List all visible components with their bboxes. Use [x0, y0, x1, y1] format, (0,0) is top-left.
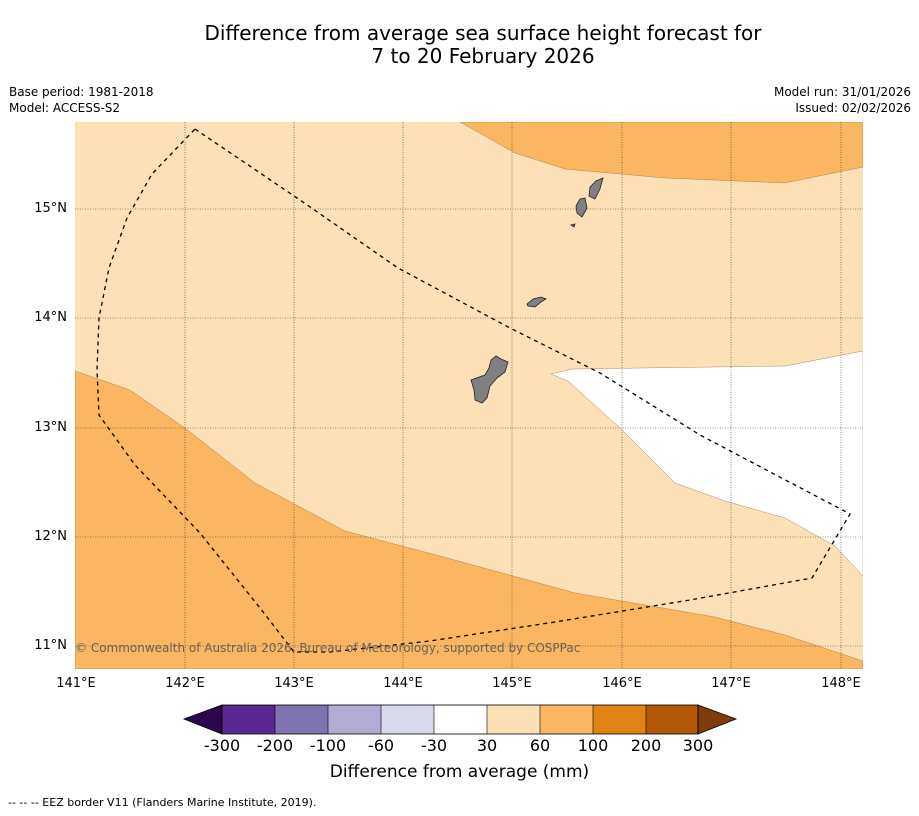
colorbar-dividers [274, 705, 647, 734]
colorbar-segment-3 [328, 705, 381, 734]
model-text: Model: ACCESS-S2 [9, 101, 121, 115]
meta-left: Base period: 1981-2018 Model: ACCESS-S2 [9, 84, 154, 116]
colorbar-segment-6 [487, 705, 540, 734]
lon-tick-147: 147°E [711, 676, 751, 691]
lat-tick-15: 15°N [34, 201, 67, 216]
colorbar [182, 704, 738, 735]
lon-tick-146: 146°E [602, 676, 642, 691]
colorbar-tick-label: -300 [203, 736, 241, 755]
colorbar-segment-4 [381, 705, 434, 734]
title-line-1: Difference from average sea surface heig… [204, 21, 762, 45]
map-area [75, 122, 863, 669]
colorbar-tick-label: -60 [367, 736, 395, 755]
base-period-text: Base period: 1981-2018 [9, 85, 154, 99]
colorbar-segment-8 [593, 705, 646, 734]
aguijan-island [570, 223, 576, 228]
anomaly-region-neutral [550, 350, 863, 577]
colorbar-segment-extend-high [697, 704, 738, 735]
title-line-2: 7 to 20 February 2026 [371, 44, 595, 68]
lat-tick-12: 12°N [34, 529, 67, 544]
colorbar-segment-1 [222, 705, 275, 734]
lat-tick-14: 14°N [34, 310, 67, 325]
lon-tick-144: 144°E [383, 676, 423, 691]
colorbar-segment-7 [540, 705, 593, 734]
colorbar-tick-label: 30 [476, 736, 498, 755]
colorbar-segment-2 [275, 705, 328, 734]
colorbar-tick-label: 60 [529, 736, 551, 755]
colorbar-tick-label: -200 [256, 736, 294, 755]
graticule [75, 122, 863, 669]
lat-tick-13: 13°N [34, 420, 67, 435]
land [470, 177, 604, 404]
lat-tick-11: 11°N [34, 638, 67, 653]
colorbar-segment-extend-low [182, 704, 223, 735]
lon-tick-148: 148°E [821, 676, 861, 691]
lon-tick-142: 142°E [165, 676, 205, 691]
colorbar-tick-label: 100 [577, 736, 609, 755]
meta-right: Model run: 31/01/2026 Issued: 02/02/2026 [774, 84, 911, 116]
anomaly-region-60-100-north [459, 122, 863, 184]
lon-tick-141: 141°E [56, 676, 96, 691]
colorbar-segment-9 [646, 705, 698, 734]
tinian-island [575, 197, 588, 218]
colorbar-outline [221, 704, 699, 735]
map-title: Difference from average sea surface heig… [0, 22, 919, 68]
colorbar-segment-5 [434, 705, 487, 734]
lon-tick-143: 143°E [274, 676, 314, 691]
rota-island [526, 296, 547, 308]
issued-text: Issued: 02/02/2026 [795, 101, 911, 115]
colorbar-tick-label: 200 [630, 736, 662, 755]
colorbar-title: Difference from average (mm) [329, 762, 590, 782]
colorbar-tick-label: -100 [309, 736, 347, 755]
colorbar-tick-label: 300 [682, 736, 714, 755]
eez-border [96, 128, 851, 653]
guam-island [470, 355, 509, 404]
saipan-island [588, 177, 604, 200]
eez-footnote: -- -- -- EEZ border V11 (Flanders Marine… [8, 796, 317, 809]
copyright-text: © Commonwealth of Australia 2026, Bureau… [75, 641, 581, 655]
model-run-text: Model run: 31/01/2026 [773, 85, 911, 99]
colorbar-tick-label: -30 [420, 736, 448, 755]
lon-tick-145: 145°E [492, 676, 532, 691]
